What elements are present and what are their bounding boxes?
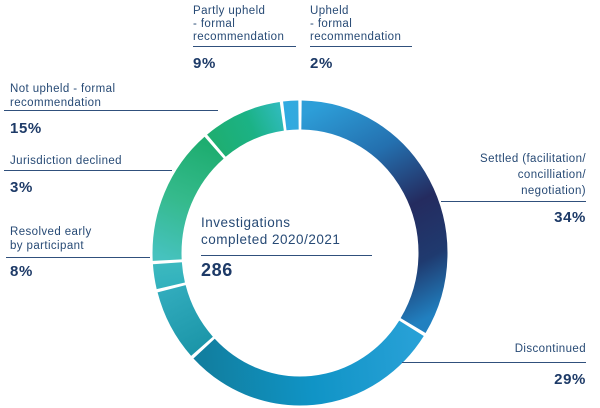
center-total-value: 286 bbox=[201, 260, 233, 280]
jurisdiction-declined-leader-line bbox=[4, 170, 172, 171]
center-title-line: Investigations bbox=[201, 215, 291, 230]
discontinued-value: 29% bbox=[554, 371, 586, 388]
label-settled: Settled (facilitation/ concilliation/ ne… bbox=[480, 151, 586, 199]
label-line: Discontinued bbox=[514, 343, 586, 355]
label-discontinued: Discontinued bbox=[515, 342, 586, 356]
label-line: Resolved early bbox=[10, 226, 92, 238]
center-divider-line bbox=[201, 255, 372, 256]
donut-segment-resolved-early bbox=[157, 284, 214, 356]
label-line: Not upheld - formal bbox=[10, 83, 116, 95]
label-resolved-early: Resolved early by participant bbox=[10, 225, 92, 253]
partly-upheld-leader-line bbox=[193, 46, 296, 47]
label-line: recommendation bbox=[10, 97, 102, 109]
label-jurisdiction-declined: Jurisdiction declined bbox=[10, 154, 122, 168]
label-line: recommendation bbox=[310, 31, 402, 43]
partly-upheld-value: 9% bbox=[193, 55, 216, 72]
donut-segment-not-upheld bbox=[152, 136, 224, 261]
upheld-value: 2% bbox=[310, 55, 333, 72]
donut-segment-partly-upheld bbox=[207, 101, 285, 158]
label-partly-upheld: Partly upheld - formal recommendation bbox=[193, 5, 284, 44]
donut-segment-discontinued bbox=[193, 320, 424, 406]
discontinued-leader-line bbox=[402, 362, 586, 363]
jurisdiction-declined-value: 3% bbox=[10, 179, 33, 196]
center-title-line: completed 2020/2021 bbox=[201, 231, 341, 247]
settled-leader-line bbox=[441, 201, 586, 202]
label-upheld: Upheld - formal recommendation bbox=[310, 5, 401, 44]
donut-segment-jurisdiction-declined bbox=[152, 261, 185, 290]
label-line: concilliation/ bbox=[517, 169, 586, 181]
upheld-leader-line bbox=[310, 46, 412, 47]
label-line: Upheld bbox=[310, 5, 349, 17]
center-title: Investigations completed 2020/2021 bbox=[201, 215, 340, 248]
label-line: Settled (facilitation/ bbox=[480, 153, 586, 165]
resolved-early-leader-line bbox=[6, 257, 150, 258]
label-line: Jurisdiction declined bbox=[10, 155, 122, 167]
resolved-early-value: 8% bbox=[10, 263, 33, 280]
label-line: by participant bbox=[10, 240, 84, 252]
label-line: Partly upheld bbox=[193, 5, 266, 17]
label-line: recommendation bbox=[193, 31, 285, 43]
label-line: - formal bbox=[310, 18, 353, 30]
donut-segment-upheld bbox=[283, 100, 299, 131]
settled-value: 34% bbox=[554, 209, 586, 226]
not-upheld-leader-line bbox=[4, 110, 218, 111]
label-not-upheld: Not upheld - formal recommendation bbox=[10, 82, 115, 110]
label-line: - formal bbox=[193, 18, 236, 30]
not-upheld-value: 15% bbox=[10, 120, 42, 137]
donut-segment-settled bbox=[301, 100, 448, 334]
label-line: negotiation) bbox=[521, 185, 586, 197]
